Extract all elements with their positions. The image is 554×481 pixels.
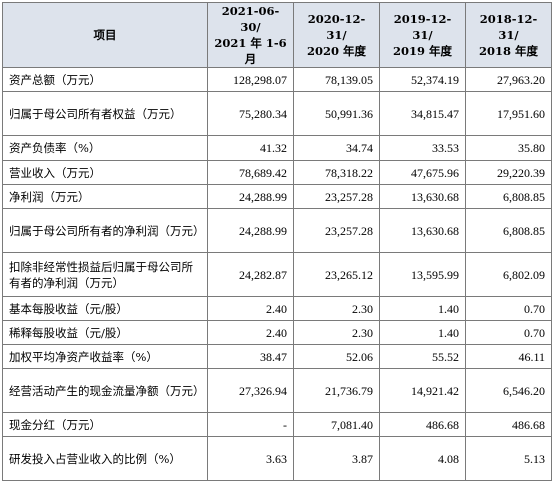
item-header: 项目 bbox=[2, 2, 208, 68]
cell-value: 34.74 bbox=[293, 135, 380, 161]
column-header-period: 2020 年度 bbox=[306, 44, 366, 58]
cell-value: 17,951.60 bbox=[465, 91, 552, 136]
header-row: 项目 2021-06-30/ 2021 年 1-6 月 2020-12-31/ … bbox=[2, 2, 552, 68]
column-header: 2018-12-31/ 2018 年度 bbox=[465, 2, 552, 68]
cell-value: 0.70 bbox=[465, 320, 552, 345]
table-row: 资产总额（万元） 128,298.07 78,139.05 52,374.19 … bbox=[2, 67, 552, 92]
cell-value: 2.30 bbox=[293, 320, 380, 345]
cell-value: 2.40 bbox=[207, 320, 294, 345]
cell-value: 7,081.40 bbox=[293, 412, 380, 437]
cell-value: 24,288.99 bbox=[207, 184, 294, 209]
cell-value: 0.70 bbox=[465, 296, 552, 321]
cell-value: 23,257.28 bbox=[293, 184, 380, 209]
row-label: 现金分红（万元） bbox=[2, 412, 208, 437]
column-header: 2021-06-30/ 2021 年 1-6 月 bbox=[207, 2, 294, 68]
table-row: 扣除非经常性损益后归属于母公司所有者的净利润（万元） 24,282.87 23,… bbox=[2, 252, 552, 297]
cell-value: 35.80 bbox=[465, 135, 552, 161]
column-header: 2019-12-31/ 2019 年度 bbox=[379, 2, 466, 68]
cell-value: 24,288.99 bbox=[207, 208, 294, 253]
column-header-date: 2018-12-31/ bbox=[479, 12, 538, 42]
row-label: 稀释每股收益（元/股） bbox=[2, 320, 208, 345]
cell-value: 2.30 bbox=[293, 296, 380, 321]
cell-value: 47,675.96 bbox=[379, 160, 466, 185]
cell-value: 6,808.85 bbox=[465, 208, 552, 253]
cell-value: 14,921.42 bbox=[379, 368, 466, 413]
table-row: 基本每股收益（元/股） 2.40 2.30 1.40 0.70 bbox=[2, 296, 552, 321]
cell-value: 41.32 bbox=[207, 135, 294, 161]
row-label: 资产总额（万元） bbox=[2, 67, 208, 92]
cell-value: 52,374.19 bbox=[379, 67, 466, 92]
cell-value: 13,630.68 bbox=[379, 208, 466, 253]
cell-value: 27,963.20 bbox=[465, 67, 552, 92]
column-header-period: 2018 年度 bbox=[478, 44, 538, 58]
row-label: 基本每股收益（元/股） bbox=[2, 296, 208, 321]
row-label: 加权平均净资产收益率（%） bbox=[2, 344, 208, 369]
cell-value: 6,802.09 bbox=[465, 252, 552, 297]
row-label: 扣除非经常性损益后归属于母公司所有者的净利润（万元） bbox=[2, 252, 208, 297]
cell-value: 6,808.85 bbox=[465, 184, 552, 209]
cell-value: 38.47 bbox=[207, 344, 294, 369]
cell-value: 486.68 bbox=[379, 412, 466, 437]
row-label: 营业收入（万元） bbox=[2, 160, 208, 185]
cell-value: 5.13 bbox=[465, 436, 552, 481]
table-row: 营业收入（万元） 78,689.42 78,318.22 47,675.96 2… bbox=[2, 160, 552, 185]
table-row: 加权平均净资产收益率（%） 38.47 52.06 55.52 46.11 bbox=[2, 344, 552, 369]
cell-value: 27,326.94 bbox=[207, 368, 294, 413]
cell-value: 21,736.79 bbox=[293, 368, 380, 413]
table-row: 研发投入占营业收入的比例（%） 3.63 3.87 4.08 5.13 bbox=[2, 436, 552, 481]
table-row: 归属于母公司所有者权益（万元） 75,280.34 50,991.36 34,8… bbox=[2, 91, 552, 136]
row-label: 经营活动产生的现金流量净额（万元） bbox=[2, 368, 208, 413]
cell-value: 23,257.28 bbox=[293, 208, 380, 253]
row-label: 资产负债率（%） bbox=[2, 135, 208, 161]
cell-value: - bbox=[207, 412, 294, 437]
cell-value: 78,318.22 bbox=[293, 160, 380, 185]
row-label: 归属于母公司所有者权益（万元） bbox=[2, 91, 208, 136]
cell-value: 1.40 bbox=[379, 320, 466, 345]
row-label: 净利润（万元） bbox=[2, 184, 208, 209]
cell-value: 78,689.42 bbox=[207, 160, 294, 185]
cell-value: 46.11 bbox=[465, 344, 552, 369]
cell-value: 13,630.68 bbox=[379, 184, 466, 209]
column-header-period: 2021 年 1-6 月 bbox=[214, 36, 287, 66]
table-row: 净利润（万元） 24,288.99 23,257.28 13,630.68 6,… bbox=[2, 184, 552, 209]
cell-value: 4.08 bbox=[379, 436, 466, 481]
cell-value: 13,595.99 bbox=[379, 252, 466, 297]
table-row: 归属于母公司所有者的净利润（万元） 24,288.99 23,257.28 13… bbox=[2, 208, 552, 253]
cell-value: 24,282.87 bbox=[207, 252, 294, 297]
column-header-period: 2019 年度 bbox=[392, 44, 452, 58]
column-header-date: 2021-06-30/ bbox=[221, 4, 280, 34]
cell-value: 2.40 bbox=[207, 296, 294, 321]
cell-value: 6,546.20 bbox=[465, 368, 552, 413]
cell-value: 33.53 bbox=[379, 135, 466, 161]
cell-value: 78,139.05 bbox=[293, 67, 380, 92]
cell-value: 3.87 bbox=[293, 436, 380, 481]
cell-value: 29,220.39 bbox=[465, 160, 552, 185]
table-row: 经营活动产生的现金流量净额（万元） 27,326.94 21,736.79 14… bbox=[2, 368, 552, 413]
cell-value: 75,280.34 bbox=[207, 91, 294, 136]
cell-value: 3.63 bbox=[207, 436, 294, 481]
table-row: 现金分红（万元） - 7,081.40 486.68 486.68 bbox=[2, 412, 552, 437]
cell-value: 486.68 bbox=[465, 412, 552, 437]
cell-value: 52.06 bbox=[293, 344, 380, 369]
cell-value: 55.52 bbox=[379, 344, 466, 369]
column-header: 2020-12-31/ 2020 年度 bbox=[293, 2, 380, 68]
column-header-date: 2020-12-31/ bbox=[307, 12, 366, 42]
cell-value: 23,265.12 bbox=[293, 252, 380, 297]
table-row: 资产负债率（%） 41.32 34.74 33.53 35.80 bbox=[2, 135, 552, 161]
cell-value: 50,991.36 bbox=[293, 91, 380, 136]
column-header-date: 2019-12-31/ bbox=[393, 12, 452, 42]
row-label: 归属于母公司所有者的净利润（万元） bbox=[2, 208, 208, 253]
cell-value: 34,815.47 bbox=[379, 91, 466, 136]
row-label: 研发投入占营业收入的比例（%） bbox=[2, 436, 208, 481]
table-row: 稀释每股收益（元/股） 2.40 2.30 1.40 0.70 bbox=[2, 320, 552, 345]
cell-value: 128,298.07 bbox=[207, 67, 294, 92]
cell-value: 1.40 bbox=[379, 296, 466, 321]
